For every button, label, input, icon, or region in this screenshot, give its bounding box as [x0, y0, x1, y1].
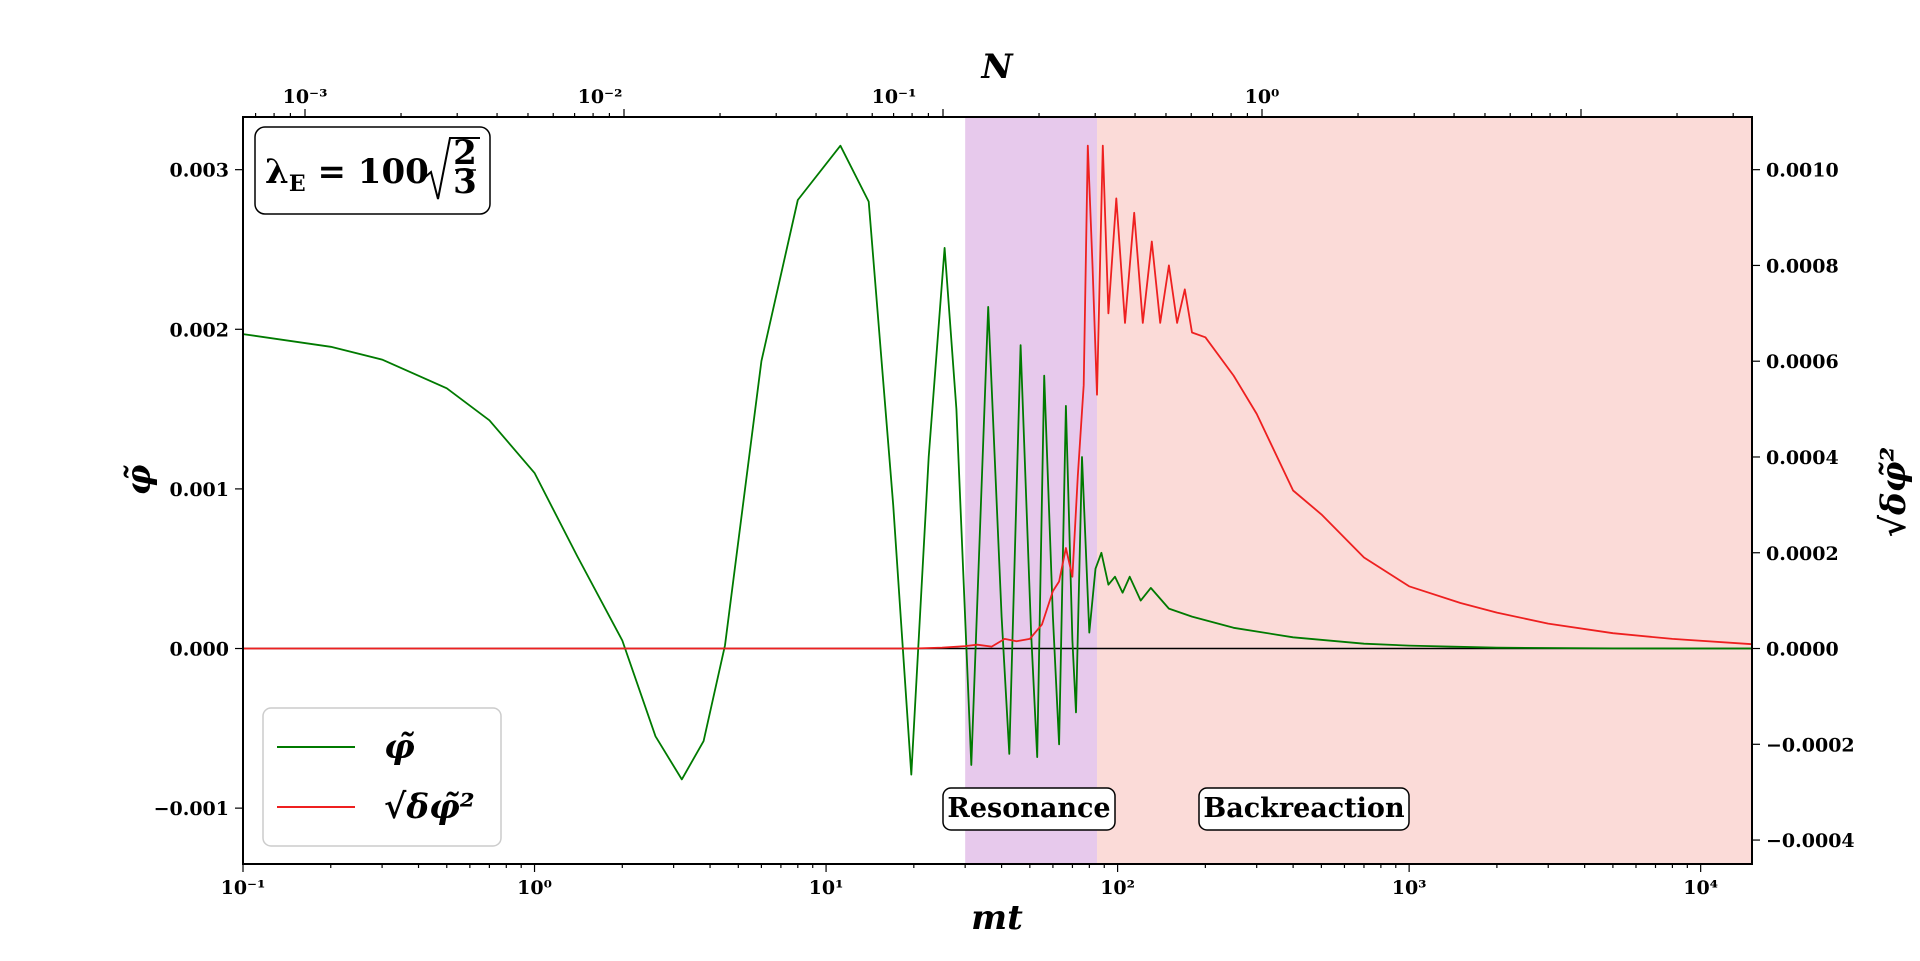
y-tick-label: −0.001 [154, 798, 229, 820]
shaded-regions [965, 117, 1752, 864]
backreaction-text: Backreaction [1203, 793, 1405, 824]
top-tick-label: 10⁻² [578, 86, 623, 108]
x-tick-label: 10² [1100, 877, 1135, 899]
y2-tick-label: 0.0010 [1766, 160, 1839, 182]
backreaction-label: Backreaction [1198, 787, 1410, 831]
legend-label-dvarphi: √δφ̃² [384, 787, 475, 827]
legend-label-phi: φ̃ [384, 727, 415, 767]
y2-tick-label: 0.0002 [1766, 543, 1839, 565]
lambda-annotation: λE = 100 2 3 [254, 126, 491, 215]
y2-tick-label: 0.0004 [1766, 447, 1839, 469]
fraction-numerator: 2 [453, 133, 477, 173]
series-line-1 [243, 144, 1752, 650]
x-tick-label: 10⁴ [1683, 877, 1718, 899]
x-tick-label: 10¹ [809, 877, 844, 899]
y2-tick-label: 0.0006 [1766, 351, 1839, 373]
y2-axis-label: √δφ̃² [1874, 447, 1914, 538]
resonance-label: Resonance [942, 787, 1116, 831]
y-tick-label: 0.001 [170, 479, 230, 501]
lambda-subscript: E [289, 171, 306, 197]
x-tick-label: 10⁻¹ [221, 877, 266, 899]
series-layer [243, 144, 1752, 781]
top-axis-label: N [980, 47, 1014, 87]
y-tick-label: 0.000 [170, 639, 230, 661]
svg-text:λE = 100: λE = 100 [265, 152, 429, 197]
y-tick-label: 0.002 [170, 319, 230, 341]
lambda-symbol: λ [265, 152, 289, 192]
sqrt-sign [423, 137, 480, 200]
top-tick-label: 10⁻¹ [872, 86, 917, 108]
y2-tick-label: −0.0004 [1766, 830, 1855, 852]
region-backreaction [1097, 117, 1752, 864]
region-resonance [965, 117, 1098, 864]
top-tick-label: 10⁻³ [283, 86, 328, 108]
y2-tick-label: 0.0008 [1766, 255, 1839, 277]
fraction-denominator: 3 [453, 162, 477, 202]
tick-labels: 10⁻¹ 10⁰ 10¹ 10² 10³ 10⁴ 10⁻³ 10⁻² 10⁻¹ 10⁰ −0.001… [154, 86, 1855, 899]
plot-frame [242, 116, 1753, 865]
y-axis-label: φ̃ [119, 464, 159, 495]
resonance-text: Resonance [947, 793, 1110, 824]
y-tick-label: 0.003 [170, 160, 230, 182]
x-tick-label: 10³ [1392, 877, 1427, 899]
legend: φ̃ √δφ̃² [262, 707, 502, 847]
y2-tick-label: −0.0002 [1766, 734, 1855, 756]
ticks-layer [235, 109, 1760, 872]
lambda-equals: = 100 [306, 152, 429, 192]
x-tick-label: 10⁰ [517, 877, 552, 899]
series-line-0 [243, 144, 1752, 781]
top-tick-label: 10⁰ [1245, 86, 1280, 108]
y2-tick-label: 0.0000 [1766, 639, 1839, 661]
x-axis-label: mt [971, 898, 1023, 938]
